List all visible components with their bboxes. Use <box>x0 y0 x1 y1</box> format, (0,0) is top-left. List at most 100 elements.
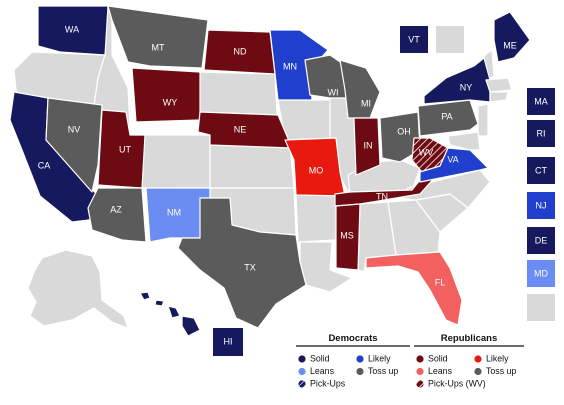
side-box-ri[interactable]: RI <box>527 120 555 147</box>
state-co[interactable] <box>139 134 211 189</box>
state-ga[interactable] <box>387 199 441 256</box>
republicans-legend-title: Republicans <box>441 333 498 344</box>
legend-swatch-democrats-1 <box>356 355 364 363</box>
state-ma-mainland[interactable] <box>485 77 513 93</box>
state-hi-3[interactable] <box>167 305 181 319</box>
side-box-swatch <box>400 26 428 53</box>
state-label-tx: TX <box>244 262 256 272</box>
state-wa[interactable] <box>37 5 109 56</box>
state-label-va: VA <box>447 154 458 164</box>
side-box-swatch <box>527 294 555 321</box>
state-hi-4[interactable] <box>181 315 201 337</box>
legend-label-republicans-2: Leans <box>428 366 453 376</box>
state-label-ms: MS <box>340 230 354 240</box>
state-ne[interactable] <box>197 111 293 149</box>
legend-label-republicans-3: Toss up <box>486 366 516 376</box>
state-tx[interactable] <box>177 197 307 329</box>
state-me[interactable] <box>493 11 531 63</box>
state-label-wi: WI <box>328 87 339 97</box>
side-box-nh[interactable] <box>436 26 464 53</box>
legend-swatch-democrats-3 <box>356 367 364 376</box>
legend-label-democrats-2: Leans <box>310 366 335 376</box>
side-box-ma[interactable]: MA <box>527 88 555 115</box>
state-ms[interactable] <box>335 203 361 271</box>
state-nc[interactable] <box>399 169 491 209</box>
state-label-me: ME <box>503 40 517 50</box>
state-label-fl: FL <box>435 277 446 287</box>
legend-label-democrats-1: Likely <box>368 353 391 363</box>
state-in[interactable] <box>353 117 381 176</box>
side-box-ct[interactable]: CT <box>527 157 555 184</box>
state-ar[interactable] <box>295 194 337 243</box>
legend-label-democrats-0: Solid <box>310 353 330 363</box>
side-box-swatch <box>527 88 555 115</box>
side-box-label: DE <box>535 235 548 245</box>
side-box-label: RI <box>537 128 546 138</box>
state-ak[interactable] <box>27 249 129 329</box>
side-box-label: NJ <box>536 200 547 210</box>
side-box-label: CT <box>535 165 547 175</box>
legend-label-republicans-4: Pick-Ups (WV) <box>428 378 486 388</box>
side-box-label: MA <box>534 96 548 106</box>
side-box-nj[interactable]: NJ <box>527 192 555 219</box>
hi-box[interactable] <box>213 328 243 356</box>
state-label-oh: OH <box>397 126 411 136</box>
state-label-mt: MT <box>152 42 165 52</box>
state-label-nv: NV <box>68 124 81 134</box>
state-label-ny: NY <box>460 82 473 92</box>
legend-label-republicans-1: Likely <box>486 353 509 363</box>
side-box-swatch <box>527 227 555 254</box>
state-nv[interactable] <box>45 97 103 193</box>
state-label-in: IN <box>364 140 373 150</box>
state-label-mn: MN <box>283 61 297 71</box>
side-box-swatch <box>527 157 555 184</box>
state-hi-2[interactable] <box>154 299 165 307</box>
state-label-mi: MI <box>361 98 371 108</box>
side-box-md[interactable]: MD <box>527 260 555 287</box>
state-wy[interactable] <box>131 67 201 123</box>
legend-swatch-republicans-3 <box>474 367 482 376</box>
state-ct-mainland[interactable] <box>489 91 509 103</box>
state-label-tn: TN <box>376 191 388 201</box>
state-label-nd: ND <box>234 46 247 56</box>
side-box-de[interactable]: DE <box>527 227 555 254</box>
state-label-wv: WV <box>419 147 434 157</box>
state-ny[interactable] <box>423 57 491 105</box>
state-md-mainland[interactable] <box>447 131 481 151</box>
state-id[interactable] <box>91 5 131 129</box>
legend-swatch-republicans-0 <box>416 355 424 363</box>
state-label-ne: NE <box>234 124 247 134</box>
state-label-az: AZ <box>110 204 122 214</box>
legend-swatch-republicans-4 <box>416 380 424 388</box>
state-fl[interactable] <box>365 251 463 326</box>
state-label-mo: MO <box>309 165 324 175</box>
state-label-ut: UT <box>119 144 131 154</box>
state-oh[interactable] <box>379 111 421 163</box>
state-hi[interactable] <box>139 291 151 301</box>
side-box-swatch <box>527 120 555 147</box>
legend-swatch-democrats-2 <box>298 367 306 376</box>
side-box-swatch <box>527 260 555 287</box>
legend-swatch-democrats-0 <box>298 355 306 363</box>
state-label-ca: CA <box>38 160 51 170</box>
legend-swatch-republicans-2 <box>416 367 424 376</box>
state-az[interactable] <box>87 187 147 243</box>
legend-label-democrats-3: Toss up <box>368 366 398 376</box>
state-mt[interactable] <box>107 5 209 69</box>
side-box-vt[interactable]: VT <box>400 26 428 53</box>
legend-label-republicans-0: Solid <box>428 353 448 363</box>
state-sd[interactable] <box>199 71 278 116</box>
state-label-wa: WA <box>65 24 79 34</box>
state-va[interactable] <box>419 147 489 183</box>
state-nj-mainland[interactable] <box>477 103 489 137</box>
side-box-blank[interactable] <box>527 294 555 321</box>
side-box-label: MD <box>534 268 548 278</box>
democrats-legend-title: Democrats <box>328 333 377 344</box>
state-ks[interactable] <box>209 144 295 189</box>
side-box-swatch <box>527 192 555 219</box>
side-box-label: VT <box>408 34 420 44</box>
state-label-hi: HI <box>224 336 233 346</box>
state-label-wy: WY <box>163 97 178 107</box>
state-ut[interactable] <box>97 109 146 189</box>
